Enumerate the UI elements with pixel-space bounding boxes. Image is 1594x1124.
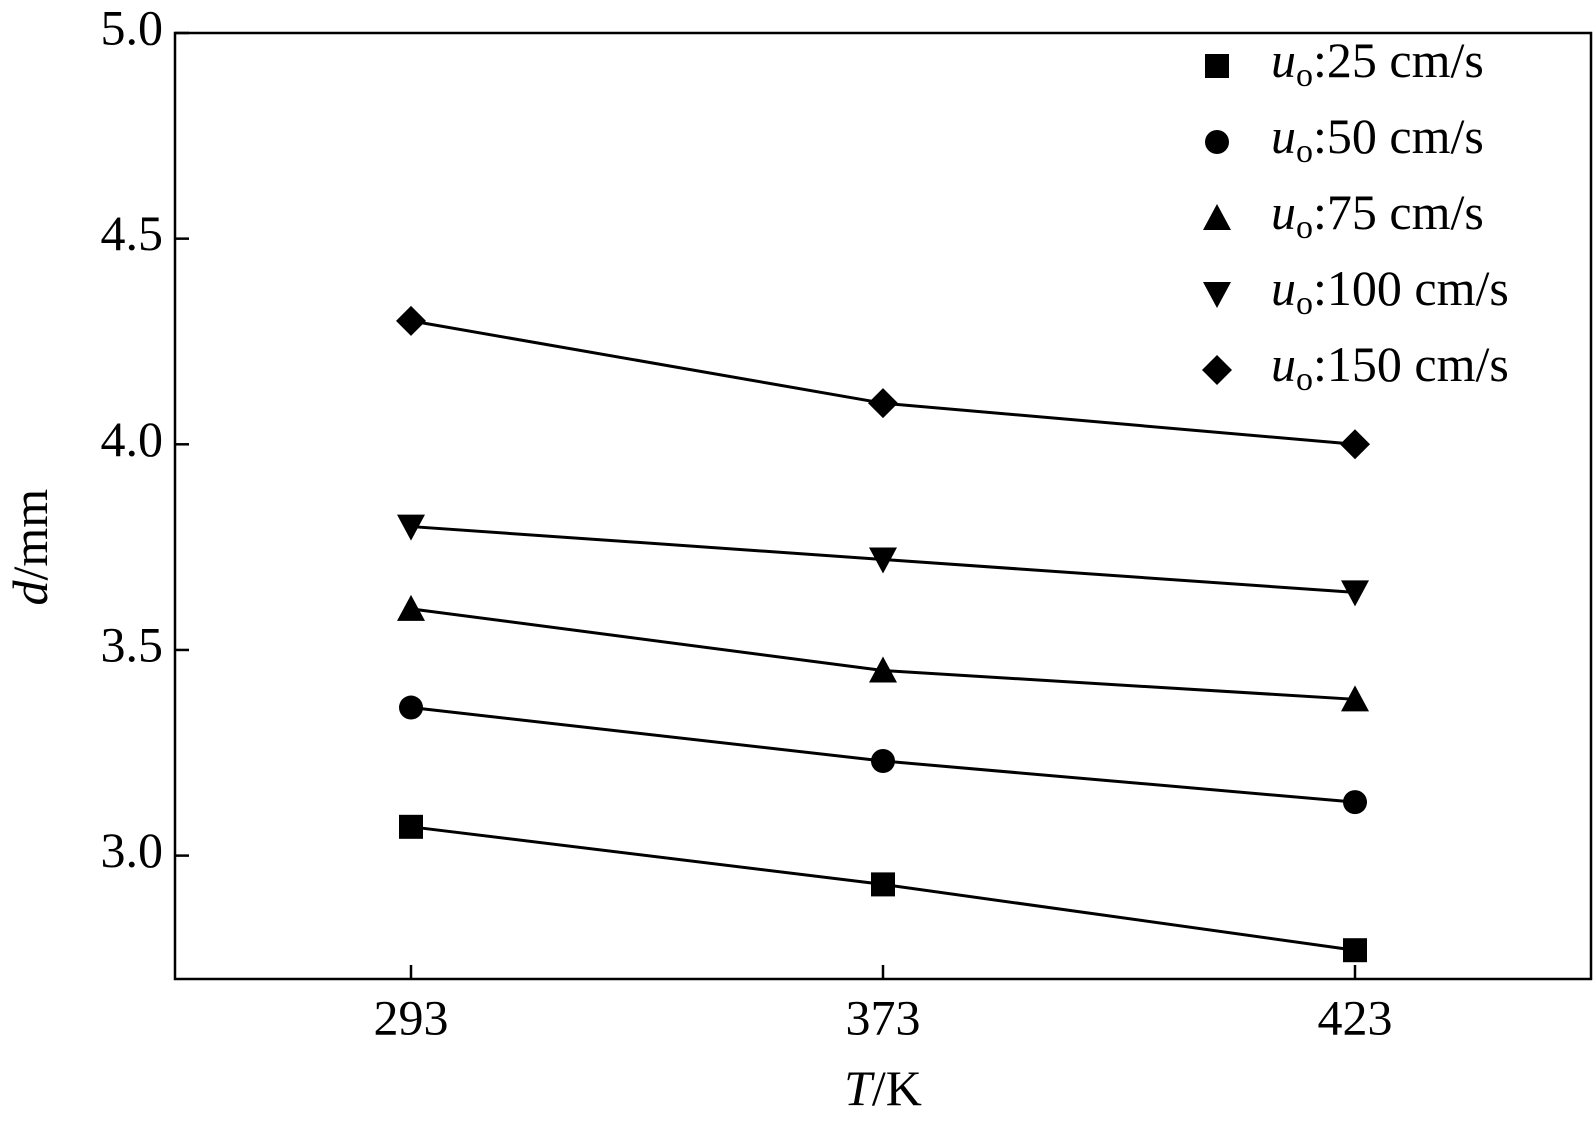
y-tick-label: 4.0 — [101, 411, 164, 467]
marker — [399, 695, 423, 720]
marker — [868, 388, 898, 419]
legend-marker — [1205, 54, 1229, 78]
legend-marker — [1203, 204, 1231, 230]
marker — [1343, 938, 1367, 963]
legend-label: uo:100 cm/s — [1271, 260, 1509, 321]
marker — [1341, 685, 1369, 712]
marker — [397, 514, 425, 541]
legend-label: uo:75 cm/s — [1271, 184, 1484, 245]
marker — [1341, 580, 1369, 607]
marker — [869, 656, 897, 683]
marker — [871, 749, 895, 774]
x-tick-label: 423 — [1318, 989, 1393, 1045]
x-axis-label: T/K — [844, 1060, 922, 1116]
y-tick-label: 3.5 — [101, 616, 164, 672]
plot-frame — [173, 31, 1593, 981]
marker — [869, 547, 897, 574]
y-tick-label: 3.0 — [101, 822, 164, 878]
legend-marker — [1203, 282, 1231, 308]
legend-label: uo:50 cm/s — [1271, 108, 1484, 169]
y-tick-label: 4.5 — [101, 205, 164, 261]
marker — [399, 814, 423, 839]
y-axis-label: d/mm — [2, 489, 58, 606]
y-tick-label: 5.0 — [101, 0, 164, 55]
legend-label: uo:150 cm/s — [1271, 336, 1509, 397]
series-line — [410, 607, 1356, 701]
marker — [396, 305, 426, 336]
marker — [397, 594, 425, 621]
x-tick-label: 293 — [374, 989, 449, 1045]
legend-label: uo:25 cm/s — [1271, 32, 1484, 93]
legend-marker — [1205, 130, 1229, 154]
marker — [871, 872, 895, 897]
x-tick-label: 373 — [846, 989, 921, 1045]
series-line — [410, 319, 1356, 446]
marker — [1343, 790, 1367, 815]
marker — [1340, 429, 1370, 460]
legend-marker — [1202, 355, 1232, 385]
